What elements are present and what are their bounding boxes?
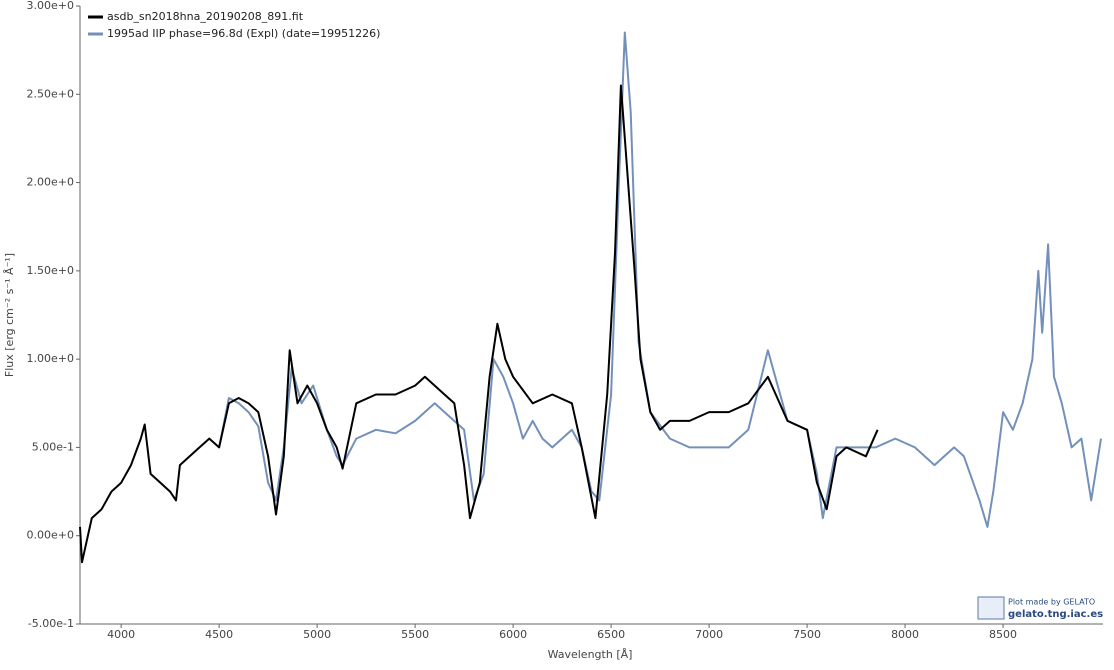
x-tick-label: 8000 — [891, 628, 919, 641]
spectrum-line — [79, 84, 879, 564]
x-tick-label: 6500 — [597, 628, 625, 641]
x-tick-label: 4000 — [107, 628, 135, 641]
spectrum-line — [218, 31, 1102, 528]
credit-logo — [977, 596, 1005, 620]
x-tick-label: 7500 — [793, 628, 821, 641]
legend-label: 1995ad IIP phase=96.8d (Expl) (date=1995… — [107, 27, 380, 40]
credit: Plot made by GELATO gelato.tng.iac.es — [977, 596, 1103, 620]
y-axis-title: Flux [erg cm⁻² s⁻¹ Å⁻¹] — [3, 253, 16, 377]
y-tick-label: 2.50e+0 — [27, 87, 74, 100]
y-tick-label: 1.00e+0 — [27, 352, 74, 365]
x-tick-label: 7000 — [695, 628, 723, 641]
y-tick-label: 0.00e+0 — [27, 529, 74, 542]
y-tick-label: 2.00e+0 — [27, 176, 74, 189]
x-tick-label: 6000 — [499, 628, 527, 641]
x-tick-label: 5500 — [401, 628, 429, 641]
x-axis-title: Wavelength [Å] — [548, 648, 633, 661]
x-tick-label: 4500 — [205, 628, 233, 641]
legend-label: asdb_sn2018hna_20190208_891.fit — [107, 10, 304, 23]
y-tick-label: 5.00e-1 — [32, 440, 74, 453]
x-tick-label: 8500 — [989, 628, 1017, 641]
y-tick-label: -5.00e-1 — [28, 617, 74, 630]
x-tick-label: 5000 — [303, 628, 331, 641]
y-tick-label: 3.00e+0 — [27, 0, 74, 12]
y-tick-label: 1.50e+0 — [27, 264, 74, 277]
credit-text: Plot made by GELATO — [1008, 598, 1095, 607]
credit-url: gelato.tng.iac.es — [1008, 609, 1103, 620]
